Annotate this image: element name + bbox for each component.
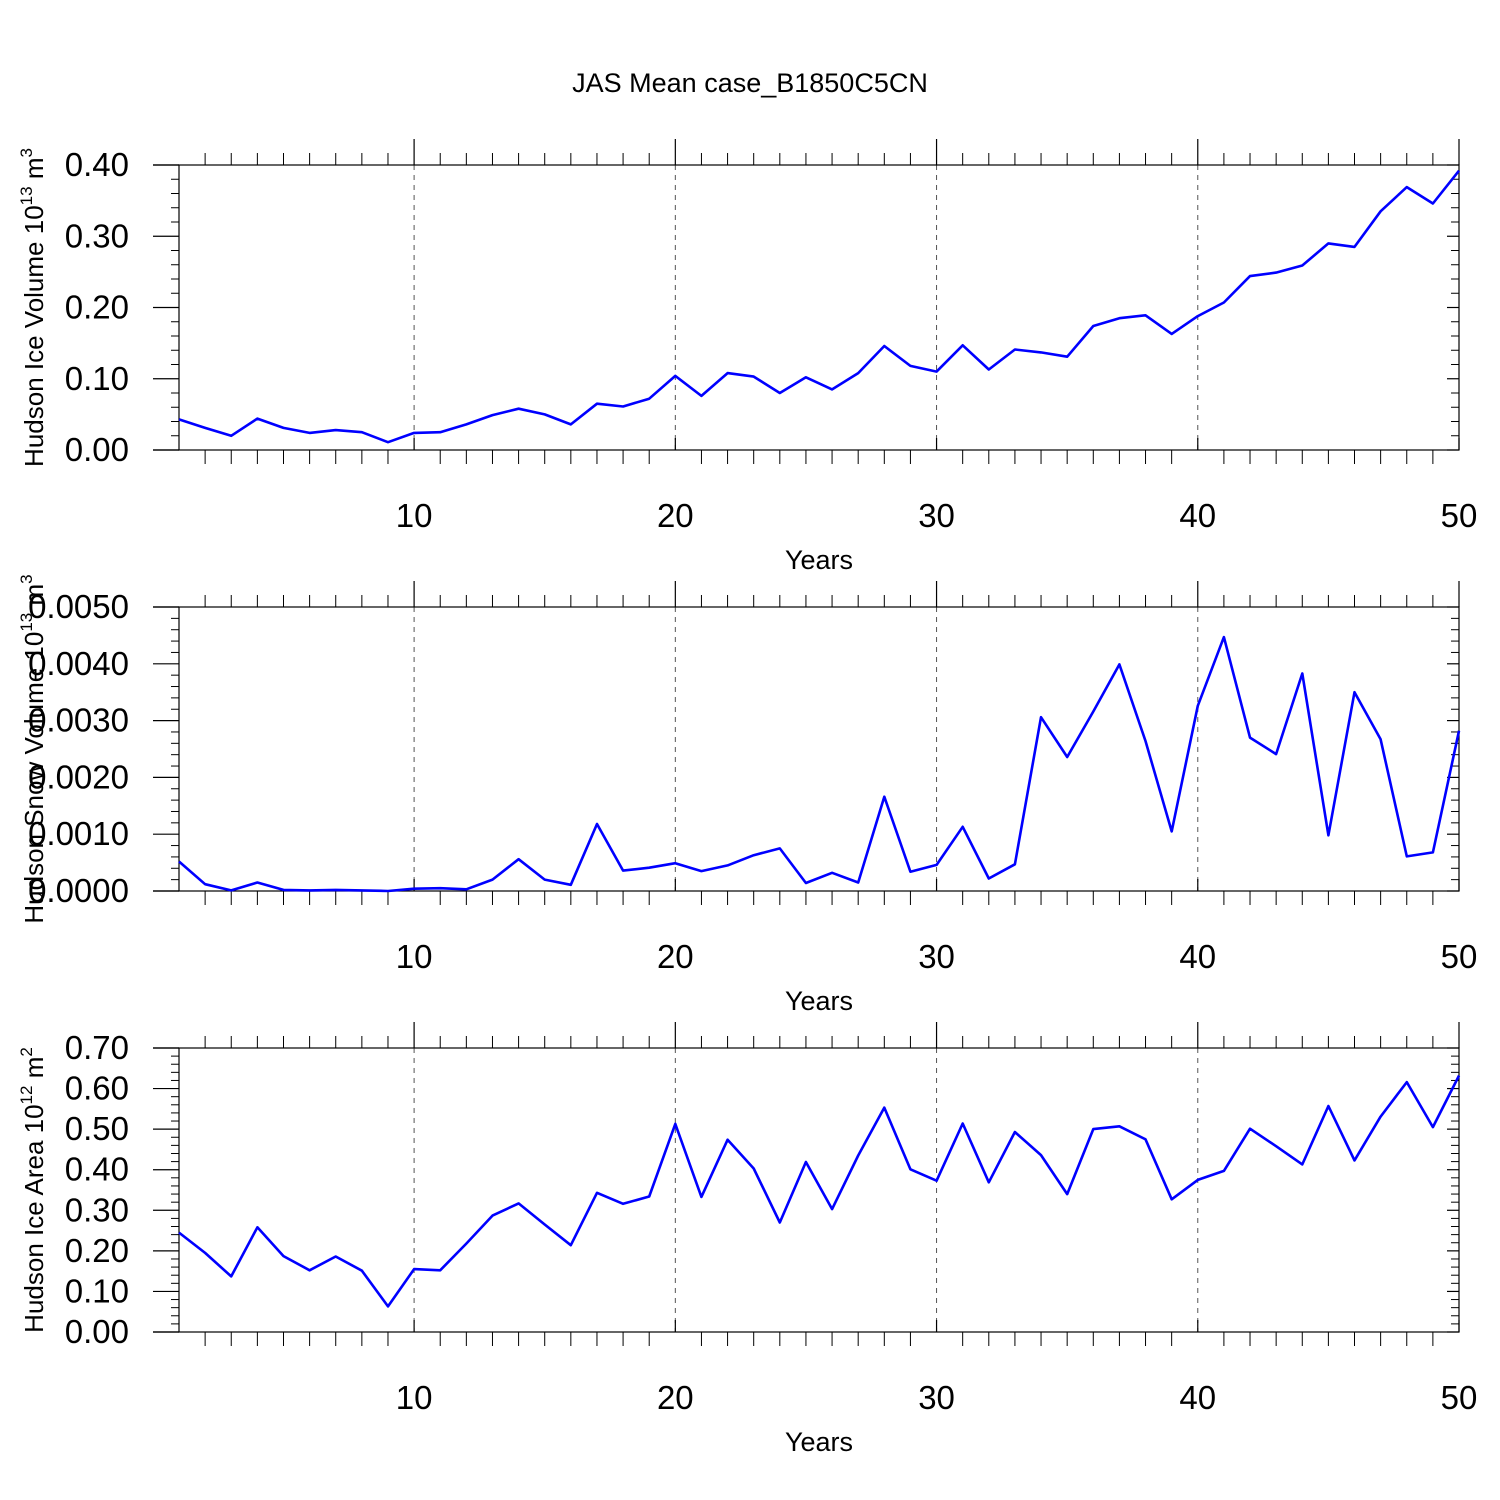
x-tick-label: 10 xyxy=(396,1379,433,1416)
y-tick-label: 0.30 xyxy=(65,1191,129,1228)
y-tick-label: 0.20 xyxy=(65,1232,129,1269)
series-line xyxy=(178,169,1461,444)
y-tick-label: 0.10 xyxy=(65,360,129,397)
y-tick-label: 0.20 xyxy=(65,289,129,326)
y-axis-title-text: Hudson Snow Volume 10 xyxy=(19,632,49,924)
panel-1: 0.00 0.10 0.20 0.30 0.40 10 20 30 40 50 Years Hudso… xyxy=(17,139,1477,575)
series-line xyxy=(178,635,1461,893)
series-line xyxy=(178,1075,1461,1308)
y-axis-title: Hudson Ice Area 1012 m2 xyxy=(17,1047,49,1333)
x-tick-label: 30 xyxy=(918,1379,955,1416)
y-axis-title-unit-exponent: 3 xyxy=(17,148,36,157)
x-tick-label: 20 xyxy=(657,1379,694,1416)
x-tick-label: 10 xyxy=(396,938,433,975)
x-tick-label: 10 xyxy=(396,497,433,534)
x-tick-label: 50 xyxy=(1441,1379,1478,1416)
x-axis-title: Years xyxy=(785,986,853,1016)
y-tick-label: 0.0030 xyxy=(28,702,129,739)
y-tick-label: 0.10 xyxy=(65,1272,129,1309)
y-tick-label: 0.00 xyxy=(65,431,129,468)
x-axis-title: Years xyxy=(785,545,853,575)
y-axis-title-unit: m xyxy=(19,158,49,187)
y-tick-label: 0.40 xyxy=(65,146,129,183)
x-tick-label: 40 xyxy=(1179,938,1216,975)
panel-3: 0.00 0.100.20 0.300.40 0.500.60 0.70 10 20 30 40… xyxy=(17,1022,1477,1457)
y-axis-title-unit-exponent: 2 xyxy=(17,1047,36,1056)
y-axis-title-exponent: 13 xyxy=(17,613,36,632)
y-tick-label: 0.60 xyxy=(65,1070,129,1107)
x-tick-label: 50 xyxy=(1441,938,1478,975)
x-tick-label: 50 xyxy=(1441,497,1478,534)
y-tick-label: 0.00 xyxy=(65,1313,129,1350)
x-tick-label: 30 xyxy=(918,938,955,975)
y-tick-label: 0.40 xyxy=(65,1151,129,1188)
x-tick-label: 40 xyxy=(1179,1379,1216,1416)
chart-title: JAS Mean case_B1850C5CN xyxy=(572,68,928,98)
y-tick-label: 0.0050 xyxy=(28,588,129,625)
y-axis-title-text: Hudson Ice Volume 10 xyxy=(19,205,49,467)
y-axis-title: Hudson Snow Volume 1013 m3 xyxy=(17,574,49,923)
y-axis-title-unit: m xyxy=(19,1057,49,1086)
y-tick-label: 0.0020 xyxy=(28,758,129,795)
y-axis-title-exponent: 13 xyxy=(17,186,36,205)
panel-2: 0.0000 0.0010 0.0020 0.0030 0.0040 0.0050 10 20… xyxy=(17,574,1477,1016)
y-axis-title-unit-exponent: 3 xyxy=(17,574,36,583)
x-tick-label: 20 xyxy=(657,497,694,534)
y-axis-title-exponent: 12 xyxy=(17,1086,36,1105)
y-tick-label: 0.30 xyxy=(65,217,129,254)
plot-frame xyxy=(178,164,1460,451)
x-tick-label: 30 xyxy=(918,497,955,534)
y-tick-label: 0.0040 xyxy=(28,645,129,682)
y-tick-label: 0.0010 xyxy=(28,815,129,852)
x-tick-label: 40 xyxy=(1179,497,1216,534)
plot-frame xyxy=(178,1047,1460,1333)
x-tick-label: 20 xyxy=(657,938,694,975)
plot-frame xyxy=(178,606,1460,892)
x-axis-title: Years xyxy=(785,1427,853,1457)
y-tick-label: 0.70 xyxy=(65,1029,129,1066)
y-axis-title: Hudson Ice Volume 1013 m3 xyxy=(17,148,49,467)
y-axis-title-unit: m xyxy=(19,584,49,613)
y-axis-title-text: Hudson Ice Area 10 xyxy=(19,1104,49,1332)
y-tick-label: 0.0000 xyxy=(28,872,129,909)
y-tick-label: 0.50 xyxy=(65,1110,129,1147)
